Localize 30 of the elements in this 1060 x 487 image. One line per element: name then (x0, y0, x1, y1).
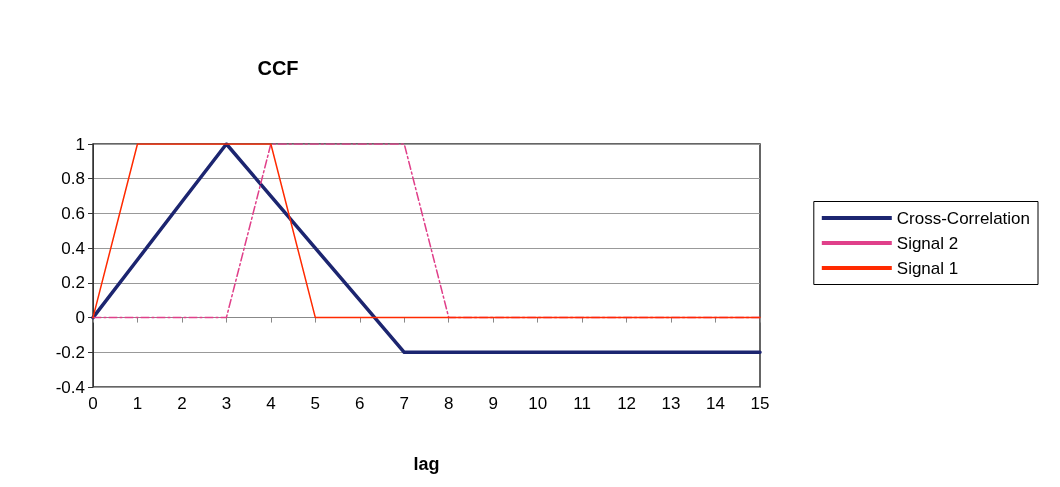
legend-label: Signal 2 (896, 233, 959, 253)
x-tick-label: 15 (750, 394, 770, 413)
x-tick-label: 1 (132, 394, 143, 413)
x-tick-label: 0 (88, 394, 98, 413)
x-tick-label: 10 (528, 394, 548, 413)
y-tick-label: -0.4 (55, 377, 85, 397)
legend-label: Signal 1 (896, 258, 959, 278)
x-tick-label: 7 (399, 394, 409, 413)
x-tick-label: 4 (266, 394, 276, 413)
x-tick-label: 9 (488, 394, 498, 413)
y-tick-label: 1 (75, 134, 85, 154)
x-tick-label: 14 (706, 394, 725, 413)
x-tick-label: 8 (444, 394, 454, 413)
legend-label: Cross-Correlation (896, 208, 1030, 228)
y-tick-label: 0.8 (61, 169, 85, 189)
x-tick-label: 3 (221, 394, 232, 413)
x-tick-label: 6 (355, 394, 365, 413)
x-tick-label: 2 (177, 394, 187, 413)
y-tick-label: -0.2 (55, 342, 85, 362)
y-tick-label: 0.4 (61, 238, 85, 258)
chart-title: CCF (257, 57, 299, 79)
x-tick-label: 13 (661, 394, 681, 413)
y-tick-label: 0 (75, 308, 85, 328)
y-tick-label: 0.6 (61, 203, 85, 223)
x-tick-label: 11 (573, 394, 591, 413)
x-tick-label: 5 (310, 394, 321, 413)
y-tick-label: 0.2 (61, 273, 85, 293)
x-axis-title: lag (413, 454, 440, 474)
line-series (91, 142, 762, 355)
x-tick-label: 12 (617, 394, 637, 413)
